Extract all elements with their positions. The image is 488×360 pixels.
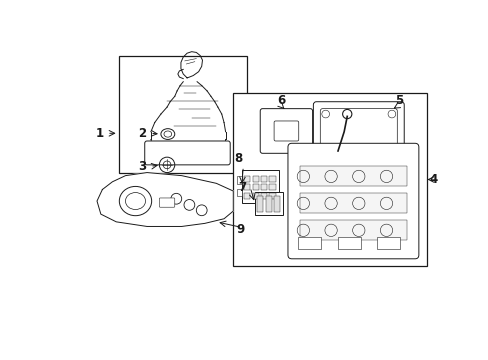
FancyBboxPatch shape xyxy=(260,109,312,153)
Text: 9: 9 xyxy=(236,223,244,236)
Bar xyxy=(237,176,241,184)
Bar xyxy=(252,193,258,199)
Bar xyxy=(269,184,275,190)
Bar xyxy=(237,189,241,197)
Bar xyxy=(299,166,407,186)
Bar xyxy=(297,237,321,249)
FancyBboxPatch shape xyxy=(144,141,230,165)
FancyBboxPatch shape xyxy=(274,121,298,141)
Bar xyxy=(118,55,246,172)
Text: 2: 2 xyxy=(138,127,146,140)
Bar xyxy=(269,193,275,199)
Bar xyxy=(299,220,407,239)
Bar xyxy=(244,176,250,182)
FancyBboxPatch shape xyxy=(159,198,174,207)
Polygon shape xyxy=(97,172,233,226)
Bar xyxy=(261,184,266,190)
Text: 8: 8 xyxy=(233,152,242,165)
FancyBboxPatch shape xyxy=(287,143,418,259)
Bar xyxy=(265,197,271,212)
Bar xyxy=(257,197,263,212)
Text: 4: 4 xyxy=(428,173,437,186)
Bar xyxy=(244,184,250,190)
Bar xyxy=(337,237,360,249)
Bar xyxy=(299,193,407,213)
Text: 6: 6 xyxy=(277,94,285,107)
Text: 1: 1 xyxy=(95,127,103,140)
Bar xyxy=(376,237,399,249)
Text: 5: 5 xyxy=(395,94,403,107)
Bar xyxy=(241,170,278,203)
Bar xyxy=(261,193,266,199)
Bar xyxy=(233,93,427,266)
Bar xyxy=(254,192,282,215)
Text: 3: 3 xyxy=(138,160,146,173)
Bar xyxy=(252,184,258,190)
Bar xyxy=(252,176,258,182)
Bar xyxy=(274,197,280,212)
Text: 7: 7 xyxy=(238,181,246,194)
FancyBboxPatch shape xyxy=(313,102,404,170)
FancyBboxPatch shape xyxy=(320,109,396,163)
Bar xyxy=(269,176,275,182)
Bar xyxy=(261,176,266,182)
Bar xyxy=(244,193,250,199)
